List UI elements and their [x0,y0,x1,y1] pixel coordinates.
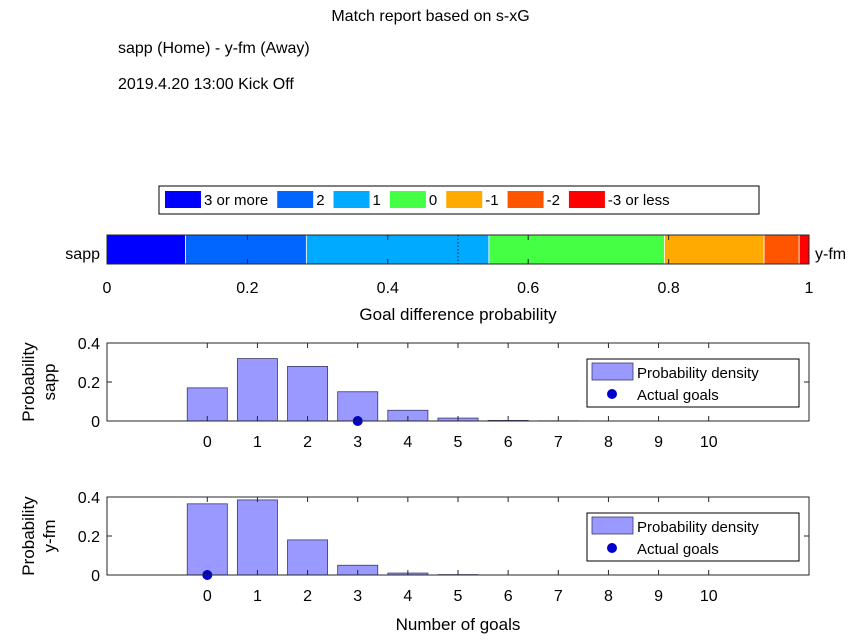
panel1-x-tick-label-1: 1 [253,434,262,451]
goal-diff-segment-3 [488,234,665,265]
panel2-y-label-line1: Probability [19,496,38,576]
panel2-x-axis-label: Number of goals [396,615,521,634]
panel2-x-tick-label-9: 9 [654,588,663,605]
panel1-x-tick-label-5: 5 [454,434,463,451]
chart-title: Match report based on s-xG [331,8,530,25]
panel1-x-tick-label-2: 2 [303,434,312,451]
panel2-y-tick-label-2: 0.4 [78,490,100,507]
panel1-x-tick-label-9: 9 [654,434,663,451]
panel2-bar-1 [236,499,278,576]
goal-diff-segment-4 [663,234,765,265]
legend-swatch-4 [446,191,483,208]
panel2-y-label-line2: y-fm [40,519,59,552]
panel2-x-tick-label-8: 8 [604,588,613,605]
x-tick-label-4: 0.8 [657,280,679,297]
panel1-legend-label-density: Probability density [637,365,759,382]
goal-diff-segment-1 [185,234,307,265]
panel1-x-tick-label-8: 8 [604,434,613,451]
panel2-x-tick-label-10: 10 [700,588,718,605]
x-tick-label-2: 0.4 [377,280,399,297]
x-tick-label-0: 0 [103,280,112,297]
panel2-x-tick-label-2: 2 [303,588,312,605]
legend-swatch-0 [165,191,201,208]
legend-swatch-5 [507,191,544,208]
panel2-x-tick-label-4: 4 [403,588,412,605]
panel1-y-tick-label-2: 0.4 [78,336,100,353]
goal-diff-segment-6 [798,234,810,265]
panel2-y-tick-label-0: 0 [91,568,100,585]
panel1-x-tick-label-7: 7 [554,434,563,451]
panel2-x-tick-label-6: 6 [504,588,513,605]
panel2-legend-label-actual: Actual goals [637,541,719,558]
match-teams: sapp (Home) - y-fm (Away) [118,40,310,57]
x-tick-label-5: 1 [805,280,814,297]
x-tick-label-1: 0.2 [236,280,258,297]
legend-label-1: 2 [316,192,324,209]
panel1-x-tick-label-6: 6 [504,434,513,451]
panel1-legend-label-actual: Actual goals [637,387,719,404]
panel1-y-tick-label-0: 0 [91,414,100,431]
legend-label-4: -1 [485,192,498,209]
panel2-x-tick-label-5: 5 [454,588,463,605]
legend-swatch-6 [568,191,605,208]
goal-diff-segment-2 [305,234,490,265]
legend-label-3: 0 [429,192,437,209]
panel1-bar-1 [236,358,278,422]
kickoff-time: 2019.4.20 13:00 Kick Off [118,76,294,93]
panel2-bar-2 [287,539,329,576]
legend-label-0: 3 or more [204,192,268,209]
panel1-bar-2 [287,365,329,422]
panel1-x-tick-label-10: 10 [700,434,718,451]
panel1-y-tick-label-1: 0.2 [78,375,100,392]
panel2-x-tick-label-3: 3 [353,588,362,605]
panel1-legend-marker-actual [607,389,617,399]
legend-label-2: 1 [373,192,381,209]
left-team-label: sapp [65,246,100,263]
goal-diff-segment-5 [763,234,800,265]
x-tick-label-3: 0.6 [517,280,539,297]
panel2-x-tick-label-0: 0 [203,588,212,605]
panel1-x-tick-label-3: 3 [353,434,362,451]
panel1-y-label-line1: Probability [19,342,38,422]
panel2-legend-label-density: Probability density [637,519,759,536]
panel2-legend-marker-actual [607,543,617,553]
x-axis-label: Goal difference probability [359,305,557,324]
panel2-x-tick-label-7: 7 [554,588,563,605]
goal-diff-segment-0 [106,234,187,265]
panel1-bar-0 [186,387,228,422]
panel2-bar-0 [186,503,228,576]
panel1-y-label-line2: sapp [40,364,59,401]
panel1-x-tick-label-0: 0 [203,434,212,451]
panel2-legend-swatch-density [591,516,634,535]
goal-diff-axes-box [106,234,810,265]
panel1-legend-swatch-density [591,362,634,381]
legend-label-5: -2 [547,192,560,209]
legend-swatch-2 [333,191,370,208]
panel2-y-tick-label-1: 0.2 [78,529,100,546]
legend-swatch-3 [389,191,426,208]
legend-label-6: -3 or less [608,192,670,209]
right-team-label: y-fm [815,246,846,263]
panel2-x-tick-label-1: 1 [253,588,262,605]
panel1-x-tick-label-4: 4 [403,434,412,451]
legend-swatch-1 [277,191,314,208]
